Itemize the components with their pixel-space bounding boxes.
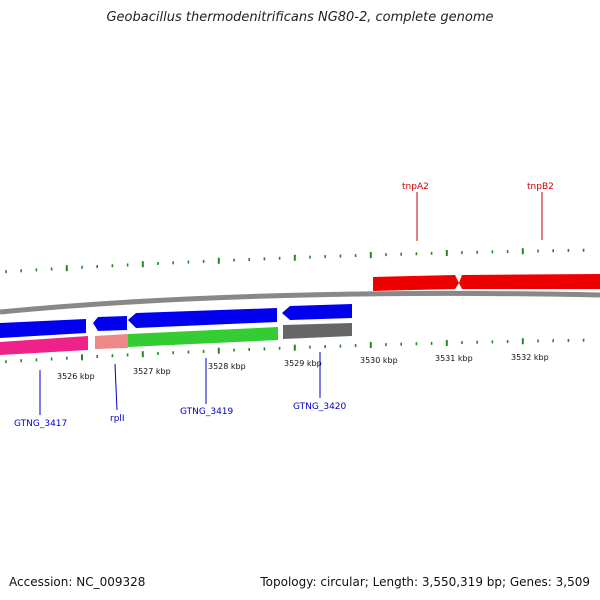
kbp-label: 3532 kbp — [511, 353, 549, 362]
gene-rplI[interactable] — [95, 334, 128, 349]
gene-GTNG_3419[interactable] — [128, 327, 278, 347]
gene-tnpA2[interactable] — [373, 275, 459, 291]
gene-label-GTNG_3417[interactable]: GTNG_3417 — [14, 419, 67, 429]
gene-blue-3[interactable] — [128, 308, 277, 328]
gene-tnpB2[interactable] — [459, 274, 600, 289]
gene-blue-4[interactable] — [282, 304, 352, 320]
kbp-label: 3531 kbp — [435, 354, 473, 363]
outer-tick-track — [5, 248, 585, 274]
gene-label-GTNG_3419[interactable]: GTNG_3419 — [180, 407, 234, 417]
accession-text: Accession: NC_009328 — [9, 575, 146, 589]
gene-label-tnpB2[interactable]: tnpB2 — [527, 182, 554, 192]
genome-title: Geobacillus thermodenitrificans NG80-2, … — [106, 10, 494, 25]
kbp-label: 3528 kbp — [208, 362, 246, 371]
gene-label-tnpA2[interactable]: tnpA2 — [402, 182, 429, 192]
kbp-label: 3527 kbp — [133, 367, 171, 376]
genome-backbone — [0, 290, 600, 315]
leader-line — [114, 363, 118, 411]
kbp-label: 3529 kbp — [284, 359, 322, 368]
gene-blue-1[interactable] — [0, 319, 86, 338]
kbp-label: 3530 kbp — [360, 356, 398, 365]
kbp-label: 3526 kbp — [57, 372, 95, 381]
gene-blue-2[interactable] — [93, 316, 127, 331]
genome-summary: Topology: circular; Length: 3,550,319 bp… — [260, 575, 590, 589]
inner-tick-track — [5, 338, 585, 364]
gene-label-rplI[interactable]: rplI — [110, 414, 125, 424]
gene-label-GTNG_3420[interactable]: GTNG_3420 — [293, 402, 347, 412]
gene-GTNG_3420[interactable] — [283, 323, 352, 339]
gene-GTNG_3417[interactable] — [0, 336, 88, 355]
